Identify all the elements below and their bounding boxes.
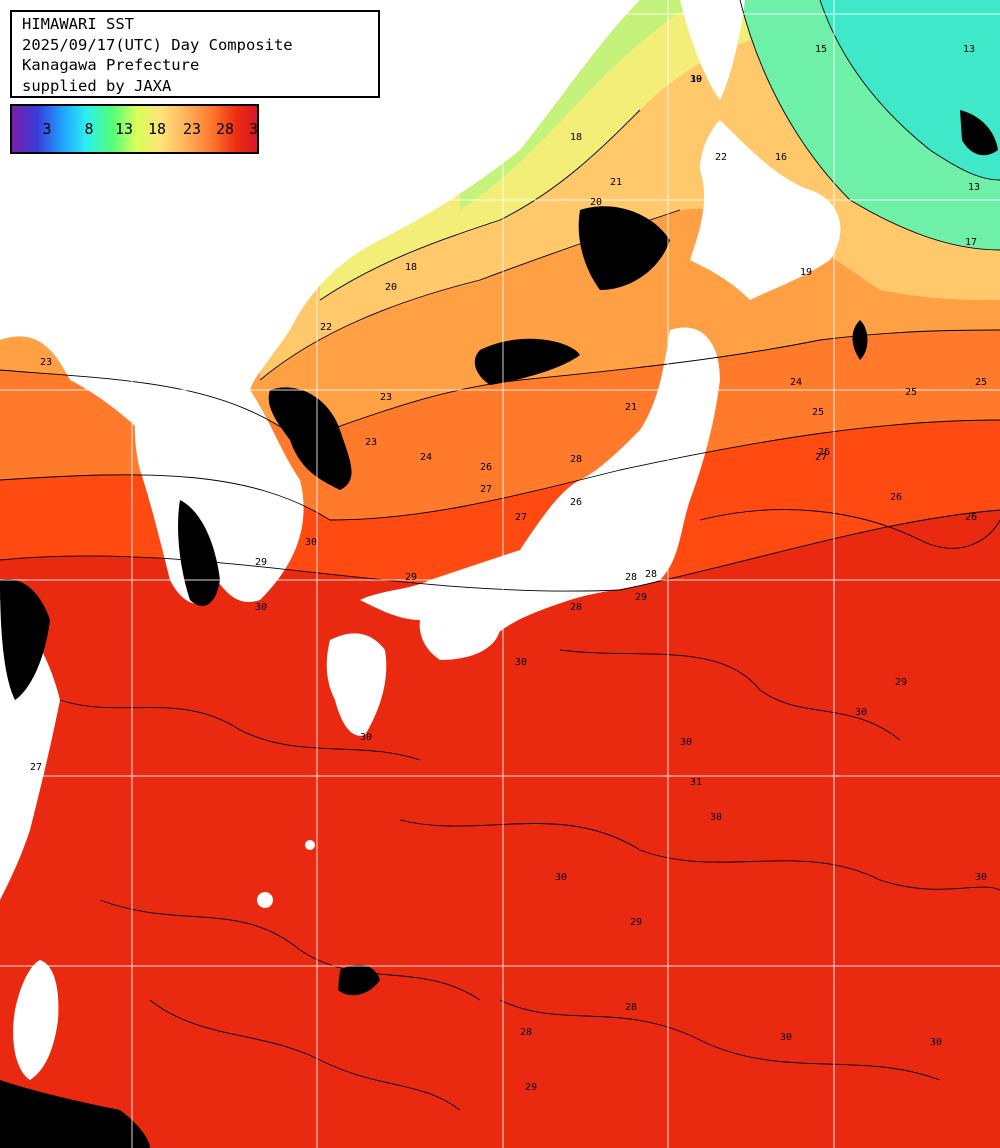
contour-label: 29 [895,677,907,688]
contour-label: 29 [255,557,267,568]
legend-tick-28: 28 [215,120,235,138]
contour-label: 23 [380,392,392,403]
contour-label: 21 [610,177,622,188]
contour-label: 24 [790,377,802,388]
contour-label: 23 [365,437,377,448]
contour-label: 30 [690,74,702,85]
contour-label: 31 [690,777,702,788]
contour-label: 28 [570,454,582,465]
contour-label: 27 [515,512,527,523]
contour-label: 28 [520,1027,532,1038]
contour-label: 16 [775,152,787,163]
contour-label: 30 [305,537,317,548]
contour-label: 21 [625,402,637,413]
legend-tick-18: 18 [147,120,167,138]
map-title-box: HIMAWARI SST 2025/09/17(UTC) Day Composi… [10,10,380,98]
isotherm-lines [0,0,1000,1111]
contour-label: 15 [815,44,827,55]
contour-label: 26 [890,492,902,503]
legend-tick-23: 23 [182,120,202,138]
contour-label: 28 [570,602,582,613]
contour-label: 23 [40,357,52,368]
contour-label: 22 [320,322,332,333]
title-product: HIMAWARI SST [22,15,134,33]
sea-band-13 [820,0,1000,180]
contour-label: 13 [963,44,975,55]
land-sakhalin [680,0,745,100]
contour-label: 30 [855,707,867,718]
land-kyushu [326,633,387,736]
contour-label: 27 [815,452,827,463]
legend-tick-13: 13 [114,120,134,138]
contour-label: 30 [930,1037,942,1048]
contour-label: 20 [385,282,397,293]
contour-label: 30 [710,812,722,823]
contour-label: 19 [690,74,702,85]
contour-label: 30 [515,657,527,668]
contour-label: 26 [965,512,977,523]
contour-label: 24 [420,452,432,463]
contour-label: 25 [975,377,987,388]
contour-label: 26 [570,497,582,508]
contour-label: 30 [555,872,567,883]
cloud-mask [0,110,998,1148]
contour-label: 28 [645,569,657,580]
contour-label: 29 [630,917,642,928]
contour-label: 26 [818,447,830,458]
contour-label: 28 [625,1002,637,1013]
contour-label: 19 [800,267,812,278]
contour-label: 30 [255,602,267,613]
land-hokkaido [690,120,841,300]
title-supplier: supplied by JAXA [22,76,172,95]
land-taiwan [13,960,59,1080]
contour-label: 25 [812,407,824,418]
contour-label: 30 [975,872,987,883]
title-date: 2025/09/17(UTC) Day Composite [22,35,293,54]
contour-label: 22 [715,152,727,163]
contour-label: 28 [625,572,637,583]
contour-label: 20 [590,197,602,208]
land-shikoku [419,618,500,660]
contour-label: 29 [405,572,417,583]
land-honshu [360,327,720,640]
title-region: Kanagawa Prefecture [22,56,200,74]
legend-tick-3: 3 [42,120,52,138]
contour-label: 13 [968,182,980,193]
legend-tick-8: 8 [84,120,94,138]
contour-label: 18 [405,262,417,273]
contour-label: 27 [480,484,492,495]
contour-label: 18 [570,132,582,143]
contour-label: 17 [965,237,977,248]
contour-label: 25 [905,387,917,398]
legend-colorbar [12,106,257,152]
contour-labels: 19 15 13 18 21 20 22 19 16 13 17 18 20 23 22 23 21 24 25 23… [30,44,987,1093]
contour-label: 26 [480,462,492,473]
contour-label: 29 [525,1082,537,1093]
contour-label: 30 [680,737,692,748]
contour-label: 27 [30,762,42,773]
legend-tick-labels: 3 8 13 18 23 28 33 [12,106,257,152]
legend-tick-33: 33 [248,120,258,138]
temperature-legend: 3 8 13 18 23 28 33 [10,104,259,154]
contour-label: 30 [780,1032,792,1043]
contour-label: 30 [360,732,372,743]
contour-label: 29 [635,592,647,603]
